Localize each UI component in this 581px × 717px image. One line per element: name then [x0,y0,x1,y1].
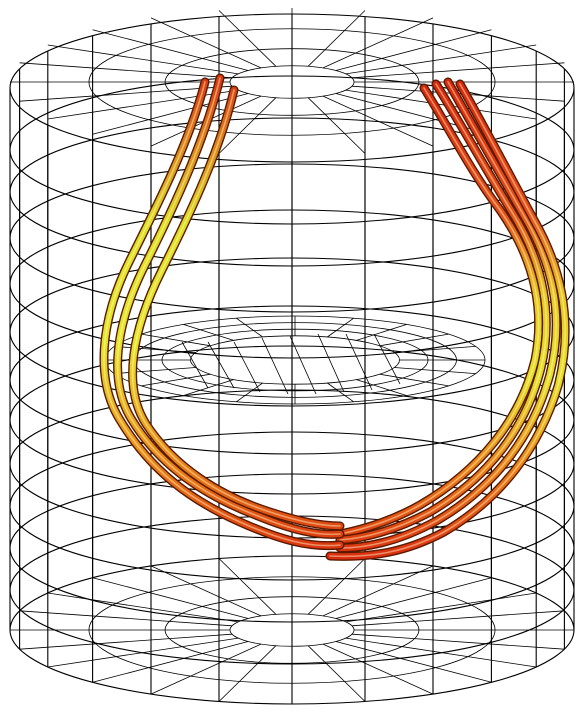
top-cap-spoke [218,10,277,67]
midplane-disc-mesh [104,315,486,405]
top-cap-spoke [47,44,239,75]
top-cap-spoke [322,17,434,69]
bottom-cap-spoke [150,643,262,695]
midplane-spoke [394,346,476,353]
midplane-spoke [183,379,234,396]
midplane-ring [190,335,400,385]
right-field-tube-2-core [336,80,550,544]
top-cap-spoke [47,89,239,120]
bottom-cap-spoke [19,633,233,650]
top-cap-spoke [335,29,492,71]
midplane-slat [207,341,235,389]
top-cap-spoke [345,44,537,75]
left-field-tube-2-highlight [116,77,341,536]
right-field-tube-1 [335,83,544,539]
right-field-tube-3-outline [335,77,561,553]
midplane-spoke [114,367,196,374]
left-field-tube-2 [113,73,345,539]
midplane-spoke [394,367,476,374]
bottom-cap-spoke [307,558,366,615]
right-field-tube-2 [335,79,551,545]
field-line-tubes [99,73,570,561]
bottom-cap-spoke [351,633,565,650]
bottom-cap-spoke [47,637,239,668]
left-field-tube-3 [128,85,345,531]
left-field-tube-1-highlight [103,81,341,547]
left-field-tube-3-core [129,86,344,530]
bottom-cap-spoke [351,610,565,627]
left-field-tube-2-core [114,74,344,538]
bottom-cap-spoke [19,610,233,627]
top-cap-spoke [218,97,277,154]
top-cap-spoke [351,62,565,79]
midplane-ring [161,328,429,392]
right-field-tube-2-highlight [339,83,548,541]
right-field-tube-4 [325,79,570,561]
bottom-cap-spoke [218,645,277,702]
midplane-spoke [379,333,449,347]
midplane-spoke [356,379,407,396]
right-field-tube-4-highlight [329,83,566,558]
midplane-spoke [141,333,211,347]
bottom-cap-spoke [47,592,239,623]
bottom-cap-spoke [92,641,249,683]
midplane-slat [317,333,345,393]
midplane-slat [181,341,209,389]
right-field-tube-3 [335,77,561,553]
midplane-slat [289,335,317,395]
midplane-slat [345,333,373,391]
midplane-spoke [183,324,234,341]
bottom-cap-spoke [345,592,537,623]
bottom-cap-spoke [218,558,277,615]
bottom-cap-spoke [322,643,434,695]
right-field-tube-3-core [336,78,560,552]
right-field-tube-3-highlight [339,81,557,549]
top-cap-spoke [92,93,249,135]
left-field-tube-1 [99,77,345,551]
midplane-spoke [379,373,449,387]
midplane-slat [261,337,289,395]
top-cap-spoke [150,17,262,69]
midplane-spoke [141,373,211,387]
midplane-spoke [236,317,263,338]
top-cap-spoke [92,29,249,71]
bottom-cap-spoke [307,645,366,702]
bottom-cap-spoke [345,637,537,668]
midplane-spoke [327,317,354,338]
right-field-tube-1-highlight [339,87,540,535]
bottom-cap-spoke [335,577,492,619]
left-field-tube-3-highlight [131,89,341,527]
midplane-spoke [327,382,354,403]
cylinder-wireframe [9,8,575,705]
left-field-tube-1-core [100,78,344,549]
bottom-cap-spoke [335,641,492,683]
top-cap-spoke [307,10,366,67]
top-cap-spoke [19,62,233,79]
right-field-tube-4-core [326,80,569,560]
bottom-cap-spoke [322,565,434,617]
midplane-slat [373,333,401,385]
midplane-spoke [356,324,407,341]
midplane-spoke [236,382,263,403]
top-cap-spoke [322,95,434,147]
top-cap-spoke [345,89,537,120]
top-cap-spoke [19,85,233,102]
midplane-slat [233,341,261,393]
midplane-spoke [114,346,196,353]
bottom-cap-spoke [150,565,262,617]
bottom-cap-spoke [92,577,249,619]
right-field-tube-1-core [336,84,542,538]
top-cap-spoke [307,97,366,154]
